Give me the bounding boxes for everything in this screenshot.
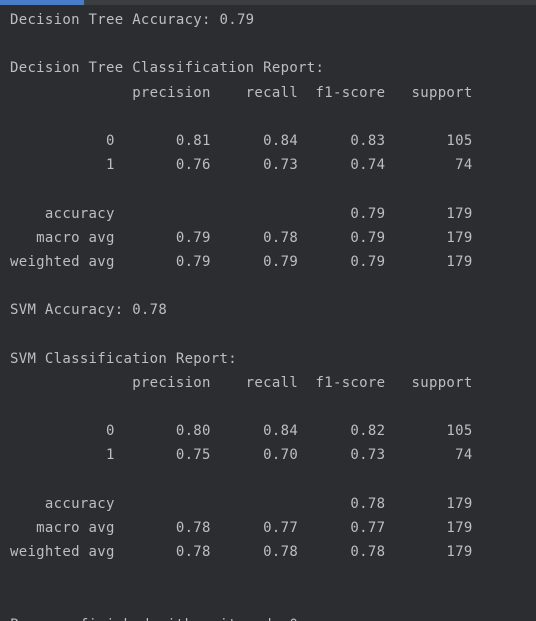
output-line-blank bbox=[10, 468, 473, 492]
console-output: Decision Tree Accuracy: 0.79 Decision Tre… bbox=[10, 8, 473, 621]
output-line-blank bbox=[10, 589, 473, 613]
output-line-dt-macro-avg: macro avg 0.79 0.78 0.79 179 bbox=[10, 226, 473, 250]
output-line-blank bbox=[10, 105, 473, 129]
output-line-dt-weighted-avg: weighted avg 0.79 0.79 0.79 179 bbox=[10, 250, 473, 274]
output-line-dt-class-1: 1 0.76 0.73 0.74 74 bbox=[10, 153, 473, 177]
output-line-blank bbox=[10, 177, 473, 201]
output-line-dt-report-title: Decision Tree Classification Report: bbox=[10, 56, 473, 80]
output-line-dt-accuracy-row: accuracy 0.79 179 bbox=[10, 202, 473, 226]
output-line-blank bbox=[10, 32, 473, 56]
output-line-blank bbox=[10, 564, 473, 588]
output-line-blank bbox=[10, 322, 473, 346]
output-line-blank bbox=[10, 274, 473, 298]
output-line-dt-accuracy: Decision Tree Accuracy: 0.79 bbox=[10, 8, 473, 32]
output-line-svm-class-1: 1 0.75 0.70 0.73 74 bbox=[10, 443, 473, 467]
horizontal-scroll-indicator[interactable] bbox=[0, 0, 84, 5]
output-line-svm-report-header: precision recall f1-score support bbox=[10, 371, 473, 395]
output-line-process-finished: Process finished with exit code 0 bbox=[10, 613, 473, 621]
output-line-svm-weighted-avg: weighted avg 0.78 0.78 0.78 179 bbox=[10, 540, 473, 564]
output-line-dt-report-header: precision recall f1-score support bbox=[10, 81, 473, 105]
output-line-svm-accuracy-row: accuracy 0.78 179 bbox=[10, 492, 473, 516]
output-line-svm-accuracy: SVM Accuracy: 0.78 bbox=[10, 298, 473, 322]
output-line-svm-class-0: 0 0.80 0.84 0.82 105 bbox=[10, 419, 473, 443]
output-line-dt-class-0: 0 0.81 0.84 0.83 105 bbox=[10, 129, 473, 153]
output-line-svm-macro-avg: macro avg 0.78 0.77 0.77 179 bbox=[10, 516, 473, 540]
output-line-svm-report-title: SVM Classification Report: bbox=[10, 347, 473, 371]
output-line-blank bbox=[10, 395, 473, 419]
